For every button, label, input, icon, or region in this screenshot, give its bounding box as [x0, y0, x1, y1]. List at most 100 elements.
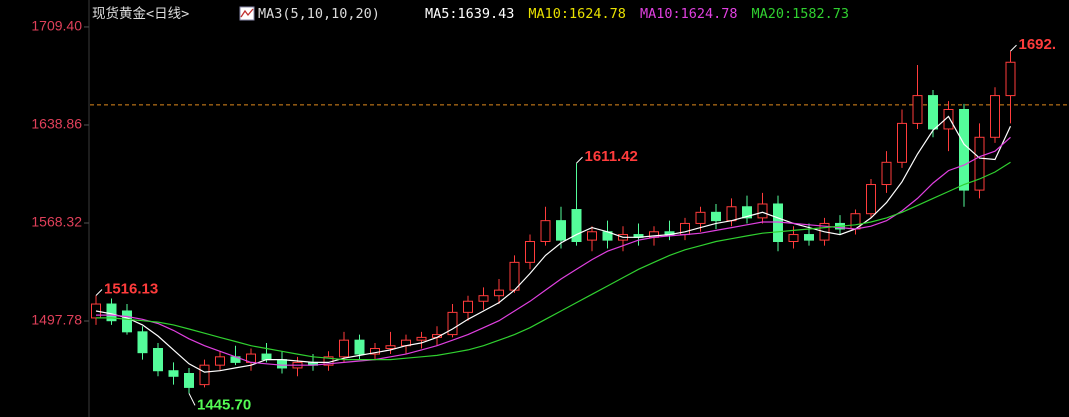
candle-body [106, 303, 117, 322]
candle [835, 215, 845, 235]
candle-body [416, 336, 427, 341]
legend-entry: MA10:1624.78 [528, 6, 626, 22]
candle-body [370, 347, 380, 355]
candle [153, 342, 163, 377]
candle-body [137, 331, 148, 354]
candle-body [928, 95, 938, 130]
annotation-label: 1445.70 [197, 396, 251, 413]
candle-body [711, 211, 721, 222]
candle [292, 356, 303, 377]
candle [525, 234, 535, 270]
annotation-pointer [1010, 44, 1017, 52]
candle-body [587, 231, 597, 241]
candle-body [974, 136, 985, 191]
candle [990, 87, 1000, 143]
candle [184, 367, 194, 394]
candle-body [943, 108, 954, 130]
candle-body [804, 234, 814, 241]
candle [277, 351, 287, 374]
candle [773, 195, 783, 252]
candle-body [1005, 61, 1016, 97]
annotation-label: 1692. [1019, 36, 1057, 53]
legend-entry: MA5:1639.43 [425, 6, 514, 22]
candle-body [447, 311, 458, 336]
candle-body [354, 339, 365, 355]
candle [168, 362, 179, 385]
y-tick-label: 1709.40 [31, 18, 82, 34]
indicator-icon [239, 6, 255, 21]
candle [339, 331, 349, 363]
candle [447, 304, 458, 338]
annotation-label: 1516.13 [104, 280, 158, 297]
candle-body [478, 295, 489, 302]
indicator-label: MA3(5,10,10,20) [258, 6, 380, 22]
candle [478, 287, 489, 310]
candle-body [788, 234, 799, 243]
candle [680, 217, 690, 241]
candle-body [385, 345, 396, 349]
candle-body [912, 95, 923, 124]
candle-body [153, 347, 163, 372]
candle [556, 206, 566, 249]
annotation-label: 1611.42 [585, 148, 638, 165]
ma-line [95, 115, 1012, 373]
candle-body [463, 300, 473, 313]
candle-body [990, 95, 1000, 138]
ma-line [96, 161, 1011, 361]
candle [742, 195, 752, 224]
candle [540, 206, 551, 246]
candle [974, 123, 985, 199]
candle-body [339, 339, 349, 358]
candle [370, 342, 380, 360]
candle-body [742, 206, 752, 219]
candle [106, 298, 117, 325]
candle [664, 220, 675, 241]
candle [416, 331, 427, 349]
candle [587, 226, 597, 252]
y-tick-label: 1568.32 [31, 214, 82, 230]
y-tick-label: 1638.86 [31, 116, 82, 132]
candle [246, 348, 256, 371]
candle-body [897, 122, 907, 163]
candle [571, 163, 582, 246]
candle [494, 279, 504, 305]
candle [137, 326, 148, 360]
candle [602, 220, 613, 249]
y-tick-label: 1497.78 [31, 312, 82, 328]
candle-body [122, 310, 132, 333]
candle-body [959, 108, 969, 191]
annotation-pointer [576, 156, 583, 164]
candle-body [556, 220, 566, 241]
candle-body [540, 220, 551, 243]
legend-entry: MA10:1624.78 [640, 6, 738, 22]
legend-entry: MA20:1582.73 [752, 6, 850, 22]
candle-body [866, 184, 876, 215]
candle [850, 209, 861, 235]
candle [711, 203, 721, 229]
candle-body [525, 241, 535, 263]
candle [928, 90, 938, 138]
annotation-pointer [188, 393, 196, 406]
candle [757, 192, 768, 224]
candle-body [168, 370, 179, 377]
candle-body [881, 161, 892, 186]
candle [726, 198, 737, 227]
candle [943, 101, 954, 152]
candle [866, 178, 876, 218]
ma-line [96, 136, 1011, 366]
candle-body [726, 206, 737, 222]
candle-body [277, 359, 287, 369]
candle [199, 359, 210, 388]
candle [912, 65, 923, 129]
candle-body [494, 289, 504, 297]
annotation-pointer [95, 289, 103, 296]
candle [633, 223, 644, 246]
chart-title: 现货黄金<日线> [92, 5, 189, 22]
candle [401, 334, 411, 355]
candle-body [695, 211, 706, 224]
candle-body [215, 356, 225, 366]
candle [463, 295, 473, 321]
candle [215, 351, 225, 371]
